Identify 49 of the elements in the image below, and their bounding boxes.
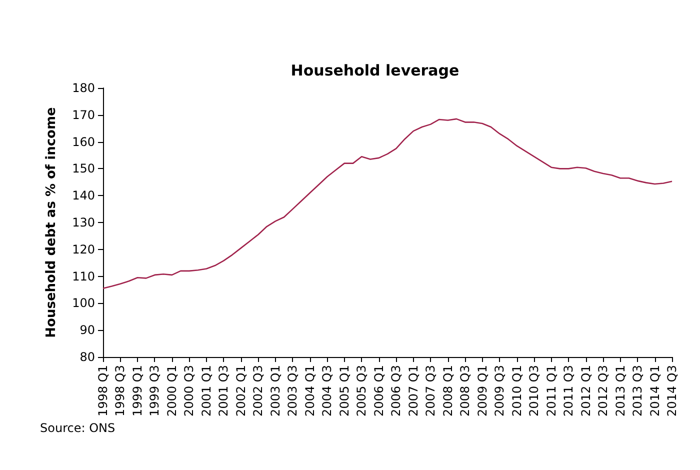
x-tick-label: 2006 Q1 bbox=[372, 365, 386, 416]
x-tick-label: 2012 Q1 bbox=[578, 365, 593, 416]
x-tick-label: 1998 Q3 bbox=[113, 365, 128, 416]
x-tick-label: 2002 Q3 bbox=[251, 365, 266, 416]
x-tick-label: 2009 Q1 bbox=[475, 365, 490, 416]
x-tick-label: 2005 Q1 bbox=[337, 365, 352, 416]
y-tick-label: 130 bbox=[72, 216, 95, 230]
y-tick-label: 80 bbox=[80, 350, 95, 364]
x-tick-label: 2004 Q3 bbox=[320, 365, 334, 416]
line-series bbox=[102, 118, 673, 290]
x-tick-label: 2004 Q1 bbox=[302, 365, 317, 416]
y-tick-label: 90 bbox=[80, 323, 95, 338]
x-tick-label: 2006 Q3 bbox=[389, 365, 404, 416]
x-tick-label: 2000 Q3 bbox=[182, 365, 196, 416]
x-tick-label: 2003 Q3 bbox=[286, 365, 300, 416]
chart-title: Household leverage bbox=[290, 62, 460, 80]
x-tick-label: 2011 Q1 bbox=[544, 365, 558, 416]
y-tick-label: 140 bbox=[72, 188, 95, 203]
x-tick-label: 2002 Q1 bbox=[234, 365, 248, 416]
x-tick-label: 1999 Q1 bbox=[130, 365, 144, 416]
x-tick-label: 2007 Q3 bbox=[424, 365, 438, 416]
source-note: Source: ONS bbox=[40, 421, 116, 435]
x-tick-label: 2007 Q1 bbox=[406, 365, 420, 416]
y-axis-title: Household debt as % of income bbox=[44, 106, 59, 338]
x-tick-label: 2011 Q3 bbox=[562, 365, 576, 416]
x-tick-label: 2003 Q1 bbox=[268, 365, 282, 416]
x-tick-label: 2013 Q1 bbox=[613, 365, 628, 416]
y-tick-label: 160 bbox=[72, 134, 95, 149]
y-tick-label: 180 bbox=[72, 81, 95, 95]
x-tick-label: 2010 Q3 bbox=[527, 365, 542, 416]
y-tick-label: 100 bbox=[72, 296, 95, 310]
y-tick-label: 150 bbox=[72, 162, 95, 176]
x-tick-label: 2001 Q1 bbox=[199, 365, 214, 416]
x-tick-label: 2010 Q1 bbox=[510, 365, 524, 416]
x-tick-label: 2005 Q3 bbox=[354, 365, 369, 416]
x-tick-label: 2009 Q3 bbox=[492, 365, 507, 416]
x-tick-label: 2001 Q3 bbox=[216, 365, 231, 416]
x-tick-label: 2013 Q3 bbox=[630, 365, 645, 416]
y-tick-label: 110 bbox=[72, 269, 95, 284]
y-tick-label: 170 bbox=[72, 108, 95, 122]
y-tick-label: 120 bbox=[72, 242, 95, 256]
x-tick-label: 2008 Q3 bbox=[458, 365, 472, 416]
x-tick-label: 2012 Q3 bbox=[596, 365, 610, 416]
x-tick-label: 2008 Q1 bbox=[440, 365, 455, 416]
x-tick-label: 1999 Q3 bbox=[148, 365, 162, 416]
x-tick-label: 2000 Q1 bbox=[164, 365, 179, 416]
x-tick-label: 2014 Q3 bbox=[665, 365, 679, 416]
x-tick-label: 2014 Q1 bbox=[648, 365, 662, 416]
x-tick-label: 1998 Q1 bbox=[96, 365, 110, 416]
